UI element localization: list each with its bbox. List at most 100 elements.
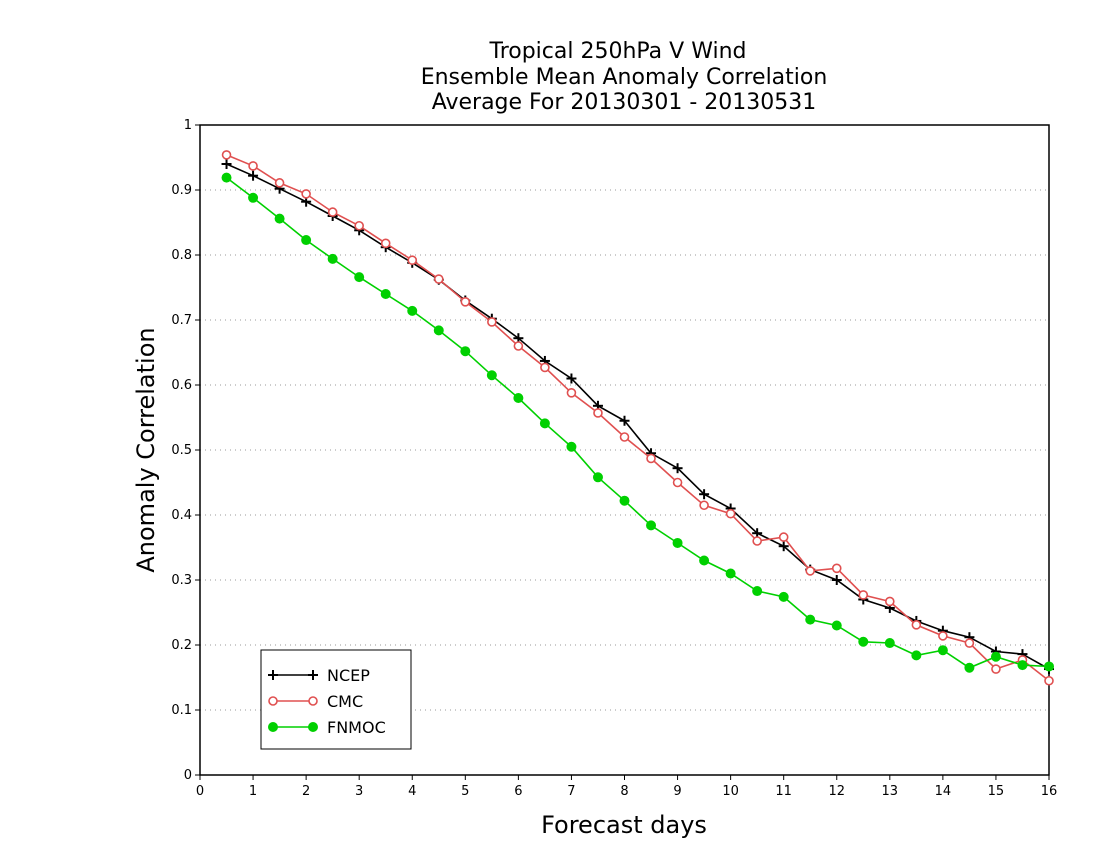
- data-point-fnmoc: [672, 537, 683, 548]
- data-point-fnmoc: [380, 289, 391, 299]
- data-point-fnmoc: [327, 253, 338, 264]
- data-point-fnmoc: [752, 586, 763, 597]
- data-point-cmc: [221, 150, 232, 160]
- series-ncep: [221, 159, 1054, 675]
- data-point-fnmoc: [619, 495, 630, 506]
- x-tick-label: 6: [514, 784, 522, 799]
- data-point-fnmoc: [354, 272, 365, 283]
- data-point-cmc: [354, 220, 364, 231]
- x-tick-label: 4: [408, 784, 416, 799]
- y-axis-label: Anomaly Correlation: [132, 327, 160, 572]
- data-point-fnmoc: [858, 636, 869, 647]
- y-tick-label: 0.9: [171, 183, 192, 198]
- data-point-fnmoc: [433, 325, 444, 336]
- legend-label: FNMOC: [327, 718, 386, 737]
- data-point-fnmoc: [990, 651, 1001, 662]
- data-point-cmc: [407, 255, 418, 266]
- data-point-fnmoc: [831, 620, 842, 631]
- grid: [200, 189, 1049, 711]
- legend-label: CMC: [327, 692, 363, 711]
- x-axis-label: Forecast days: [541, 811, 707, 839]
- chart-title-line-1: Tropical 250hPa V Wind: [488, 39, 746, 64]
- x-tick-label: 14: [935, 784, 952, 799]
- legend-item-cmc: CMC: [268, 692, 363, 711]
- x-tick-label: 12: [828, 784, 845, 799]
- x-tick-label: 8: [620, 784, 628, 799]
- data-point-ncep: [831, 575, 842, 585]
- x-tick-label: 15: [988, 784, 1005, 799]
- data-point-fnmoc: [964, 662, 975, 673]
- y-tick-label: 1: [184, 118, 192, 133]
- data-point-fnmoc: [646, 520, 657, 531]
- y-tick-label: 0.2: [171, 638, 192, 653]
- data-point-ncep: [699, 489, 710, 500]
- data-point-cmc: [274, 178, 285, 188]
- data-point-cmc: [593, 408, 603, 418]
- data-point-fnmoc: [248, 192, 259, 203]
- data-point-fnmoc: [486, 370, 497, 381]
- data-point-cmc: [513, 341, 524, 351]
- series-line-cmc: [226, 154, 1050, 682]
- data-point-cmc: [911, 620, 922, 630]
- x-tick-label: 9: [673, 784, 681, 799]
- legend-marker: [268, 670, 278, 680]
- data-point-cmc: [725, 508, 736, 519]
- data-point-cmc: [380, 238, 391, 249]
- legend-item-ncep: NCEP: [268, 666, 370, 685]
- data-point-fnmoc: [513, 393, 524, 403]
- data-point-cmc: [752, 536, 762, 546]
- y-axis: 0 0.1 0.2 0.3 0.4 0.5 0.6 0.7 0.8 0.9 1: [171, 118, 200, 783]
- x-tick-label: 5: [461, 784, 469, 799]
- y-tick-label: 0.8: [171, 248, 192, 263]
- data-point-ncep: [619, 415, 630, 426]
- data-point-cmc: [1044, 675, 1054, 686]
- data-point-fnmoc: [221, 172, 232, 183]
- data-point-fnmoc: [884, 638, 895, 649]
- data-point-fnmoc: [539, 418, 550, 429]
- data-point-cmc: [487, 317, 497, 327]
- x-tick-label: 13: [882, 784, 899, 799]
- data-point-fnmoc: [460, 346, 471, 357]
- data-point-cmc: [778, 532, 789, 542]
- data-point-cmc: [540, 362, 550, 373]
- data-point-fnmoc: [566, 441, 577, 452]
- series-line-ncep: [226, 163, 1050, 670]
- x-tick-label: 11: [775, 784, 792, 799]
- data-point-cmc: [327, 207, 338, 217]
- y-tick-label: 0.3: [171, 573, 192, 588]
- data-point-ncep: [221, 159, 232, 169]
- data-point-fnmoc: [407, 305, 418, 316]
- legend: NCEP CMC FNMOC: [260, 649, 412, 750]
- x-tick-label: 0: [196, 784, 204, 799]
- data-point-fnmoc: [805, 614, 816, 625]
- legend-marker: [308, 722, 318, 732]
- data-point-fnmoc: [911, 650, 922, 661]
- legend-marker: [268, 722, 278, 732]
- data-point-cmc: [566, 387, 577, 398]
- data-point-fnmoc: [1044, 661, 1054, 672]
- x-tick-label: 10: [722, 784, 739, 799]
- data-point-fnmoc: [301, 235, 312, 246]
- data-point-cmc: [805, 566, 816, 576]
- legend-item-fnmoc: FNMOC: [268, 718, 386, 737]
- series-fnmoc: [221, 172, 1054, 673]
- data-point-cmc: [858, 590, 869, 600]
- y-tick-label: 0: [184, 768, 192, 783]
- series-cmc: [221, 150, 1054, 686]
- data-point-cmc: [964, 638, 975, 648]
- data-point-fnmoc: [699, 555, 710, 566]
- data-point-cmc: [672, 477, 683, 488]
- data-point-ncep: [566, 373, 577, 384]
- x-tick-label: 7: [567, 784, 575, 799]
- chart-title: Tropical 250hPa V Wind Ensemble Mean Ano…: [421, 39, 828, 115]
- data-point-fnmoc: [592, 472, 603, 483]
- series-container: [221, 150, 1054, 686]
- data-point-cmc: [460, 296, 471, 307]
- x-tick-label: 3: [355, 784, 363, 799]
- data-point-fnmoc: [725, 568, 736, 579]
- data-point-cmc: [938, 631, 948, 641]
- x-tick-label: 1: [249, 784, 257, 799]
- x-tick-label: 16: [1041, 784, 1058, 799]
- chart-title-line-2: Ensemble Mean Anomaly Correlation: [421, 65, 828, 90]
